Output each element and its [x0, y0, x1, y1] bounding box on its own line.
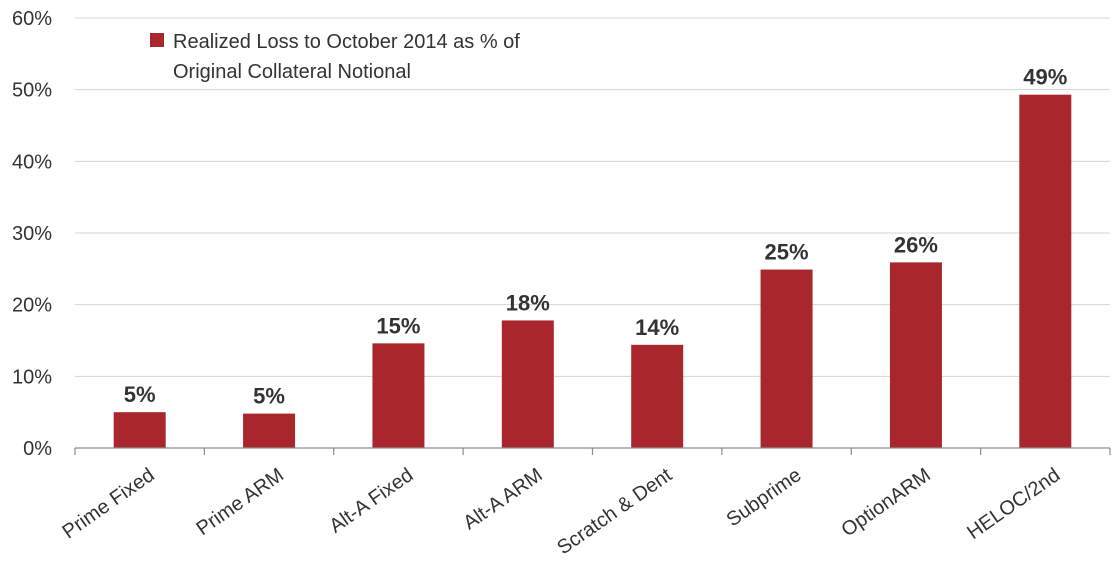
category-label: Alt-A ARM: [459, 464, 546, 534]
data-label: 26%: [894, 232, 938, 257]
data-label: 15%: [376, 313, 420, 338]
bar: [631, 344, 684, 448]
category-label: OptionARM: [838, 464, 935, 541]
bar: [113, 412, 166, 448]
category-label: HELOC/2nd: [963, 464, 1064, 544]
bar: [760, 269, 813, 448]
bar: [889, 262, 942, 448]
category-label: Scratch & Dent: [553, 464, 676, 559]
category-label: Prime ARM: [192, 464, 287, 540]
x-axis: [74, 447, 1111, 455]
data-label: 49%: [1023, 65, 1067, 90]
data-label: 18%: [506, 290, 550, 315]
data-label: 14%: [635, 315, 679, 340]
legend-line-2: Original Collateral Notional: [173, 61, 411, 83]
legend: Realized Loss to October 2014 as % of Or…: [150, 31, 520, 83]
bar: [501, 320, 554, 448]
data-labels: 5% 5% 15% 18% 14% 25% 26% 49%: [124, 65, 1068, 409]
y-axis-ticks: 0% 10% 20% 30% 40% 50% 60%: [12, 8, 52, 460]
y-tick-label: 60%: [12, 8, 52, 30]
bars: [113, 94, 1072, 448]
legend-swatch: [150, 33, 164, 47]
data-label: 25%: [765, 240, 809, 265]
category-label: Alt-A Fixed: [325, 464, 417, 537]
category-labels: Prime Fixed Prime ARM Alt-A Fixed Alt-A ARM…: [59, 464, 1065, 559]
bar: [1019, 94, 1072, 448]
bar: [372, 343, 425, 448]
y-tick-label: 0%: [23, 438, 52, 460]
legend-line-1: Realized Loss to October 2014 as % of: [173, 31, 520, 53]
data-label: 5%: [253, 384, 285, 409]
y-tick-label: 40%: [12, 151, 52, 173]
y-tick-label: 50%: [12, 80, 52, 102]
y-tick-label: 30%: [12, 223, 52, 245]
category-label: Prime Fixed: [59, 464, 159, 543]
bar: [243, 413, 296, 448]
data-label: 5%: [124, 382, 156, 407]
y-tick-label: 10%: [12, 366, 52, 388]
y-tick-label: 20%: [12, 295, 52, 317]
category-label: Subprime: [723, 464, 806, 531]
